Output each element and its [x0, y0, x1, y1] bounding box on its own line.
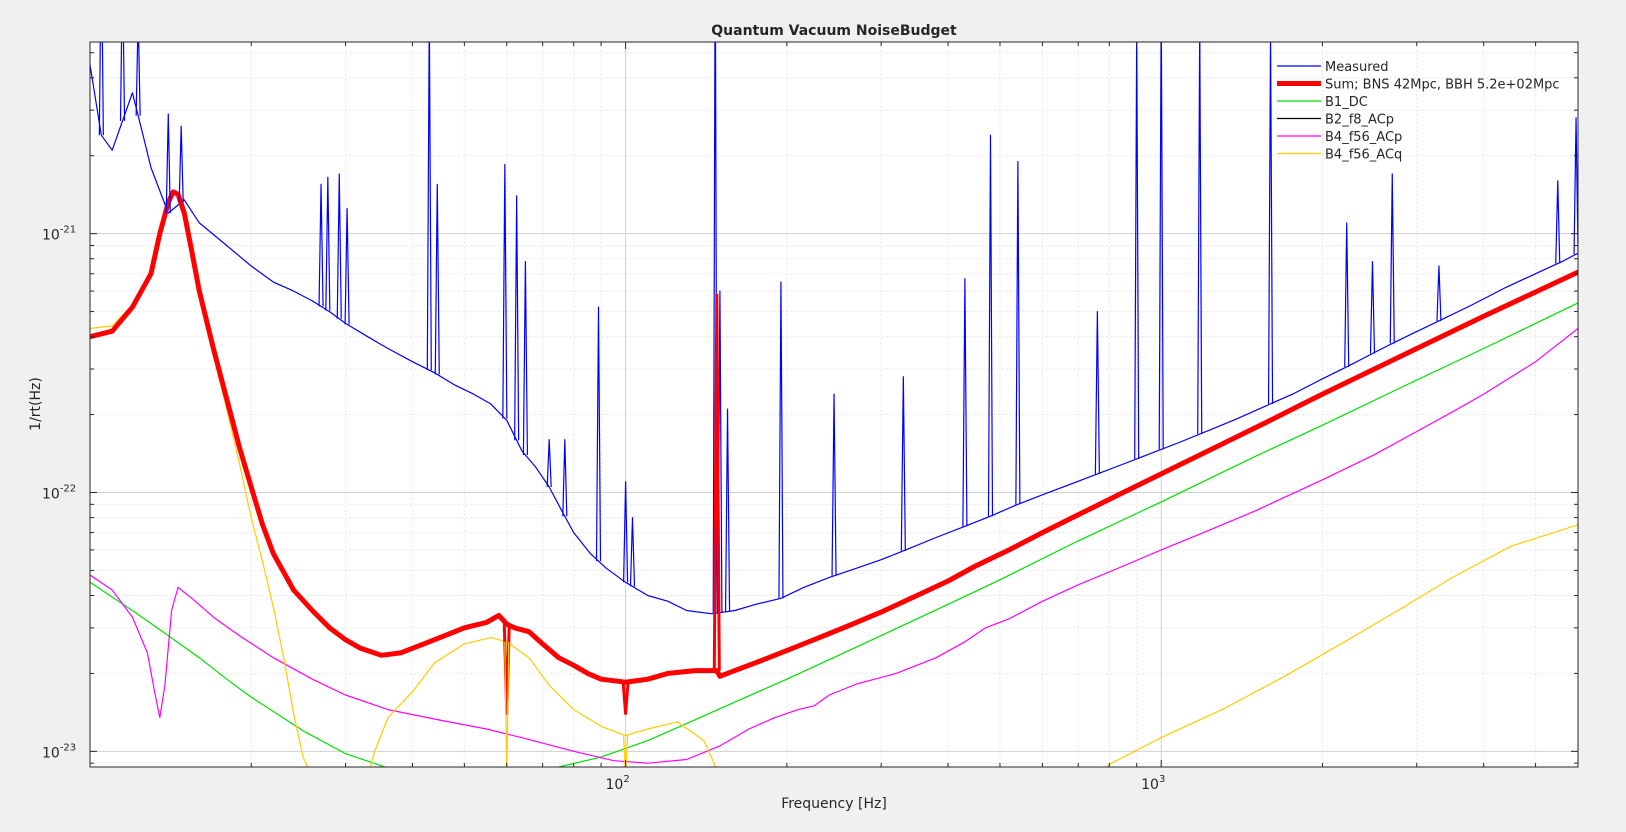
legend[interactable]: Measured Sum; BNS 42Mpc, BBH 5.2e+02Mpc B1…: [1277, 60, 1560, 163]
spike-line: [514, 195, 520, 441]
spike-line: [178, 125, 184, 203]
spike-line: [336, 173, 342, 319]
spike-line: [502, 163, 508, 419]
legend-label: Measured: [1325, 60, 1389, 75]
y-tick-label: 10-21: [42, 225, 76, 244]
spike-line: [135, 42, 141, 116]
spike-line: [1369, 260, 1376, 354]
spike-line: [546, 439, 552, 488]
spike-line: [1015, 160, 1021, 505]
spike-line: [712, 293, 721, 671]
spike-line: [1436, 265, 1442, 321]
spike-line: [426, 42, 432, 371]
spike-line: [1158, 42, 1164, 450]
spike-line: [962, 278, 968, 527]
chart-title: Quantum Vacuum NoiseBudget: [711, 23, 957, 39]
legend-label: B1_DC: [1325, 95, 1368, 110]
spike-line: [623, 735, 629, 767]
spike-line: [987, 134, 994, 517]
plot-frame: [89, 41, 1579, 768]
x-axis-label: Frequency [Hz]: [781, 796, 887, 812]
axis-ticks: 102 103 10-21 10-22 10-23: [42, 42, 1579, 793]
spike-line: [165, 113, 171, 214]
spike-line: [1094, 310, 1100, 474]
spike-line: [724, 408, 731, 612]
spike-line: [344, 207, 350, 325]
series-line-sum: [90, 189, 1578, 685]
spike-line: [434, 183, 440, 375]
legend-label: B2_f8_ACp: [1325, 113, 1394, 128]
x-tick-label: 103: [1141, 774, 1165, 793]
series-line-b1_dc: [90, 302, 1578, 767]
legend-label: B4_f56_ACq: [1325, 148, 1402, 163]
series-layer: [90, 42, 1578, 767]
y-axis-label: 1/rt(Hz): [28, 377, 44, 431]
spike-line: [778, 281, 784, 599]
spike-line: [900, 376, 906, 551]
spike-line: [325, 176, 331, 311]
spike-line: [1197, 42, 1203, 435]
series-line-b4_f56_acp: [90, 327, 1578, 764]
spike-line: [1573, 117, 1578, 255]
spike-line: [1134, 42, 1140, 459]
x-tick-label: 102: [606, 774, 630, 793]
spike-line: [98, 42, 104, 136]
y-tick-label: 10-22: [42, 483, 76, 502]
spike-line: [831, 393, 837, 576]
spike-line: [1389, 173, 1395, 344]
spike-line: [1555, 180, 1561, 264]
legend-label: Sum; BNS 42Mpc, BBH 5.2e+02Mpc: [1325, 78, 1560, 93]
spike-line: [623, 481, 629, 583]
spike-line: [1267, 42, 1274, 404]
spike-line: [1344, 222, 1350, 367]
series-line-measured: [90, 63, 1578, 615]
spike-line: [629, 516, 636, 587]
spike-line: [562, 439, 568, 517]
spike-line: [595, 306, 602, 562]
legend-label: B4_f56_ACp: [1325, 130, 1402, 145]
y-tick-label: 10-23: [42, 742, 76, 761]
spike-line: [119, 42, 126, 121]
spike-line: [621, 682, 630, 716]
spike-line: [318, 183, 324, 307]
spike-line: [522, 260, 529, 455]
spike-line: [504, 641, 510, 767]
